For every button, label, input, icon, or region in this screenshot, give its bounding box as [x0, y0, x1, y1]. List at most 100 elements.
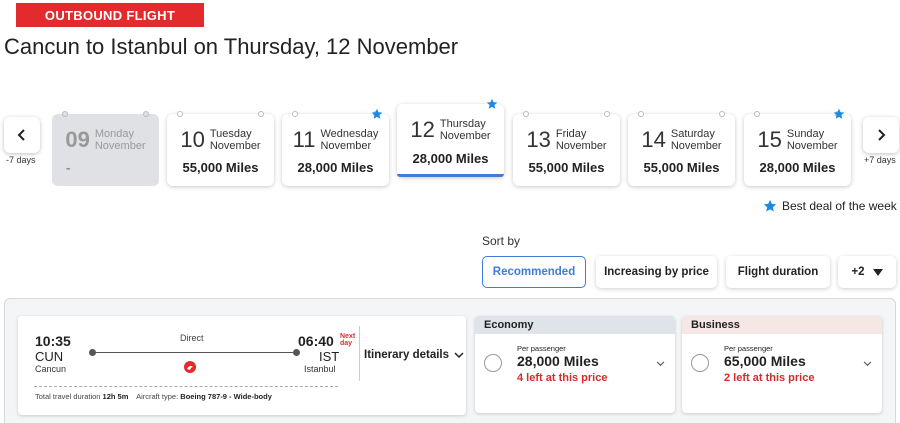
fare-card-economy[interactable]: Economy Per passenger 28,000 Miles 4 lef… [475, 316, 675, 413]
day-number: 15 [757, 127, 782, 152]
aircraft-label: Aircraft type: [136, 392, 179, 401]
day-card-13[interactable]: 13 Friday November 55,000 Miles [513, 111, 620, 186]
fare-miles: 28,000 Miles [517, 353, 599, 369]
calendar-peg [523, 111, 529, 117]
day-number: 10 [180, 127, 205, 152]
day-number: 09 [65, 127, 90, 152]
divider [359, 326, 360, 381]
best-deal-star-icon [833, 108, 845, 119]
star-icon [763, 199, 777, 212]
day-miles: 28,000 Miles [297, 160, 374, 175]
day-card-14[interactable]: 14 Saturday November 55,000 Miles [628, 111, 735, 186]
next-day-label: Next day [340, 333, 356, 347]
calendar-peg [754, 111, 760, 117]
day-weekday: Thursday [439, 118, 486, 130]
best-deal-legend-label: Best deal of the week [782, 199, 897, 213]
flight-card[interactable]: 10:35 CUN Cancun Direct 06:40 Next day IS… [18, 316, 466, 415]
day-month: November [786, 140, 838, 152]
sort-more-label: +2 [851, 266, 865, 278]
day-month: November [439, 130, 491, 142]
fare-miles: 65,000 Miles [724, 353, 806, 369]
departure-code: CUN [35, 349, 64, 364]
day-miles: 55,000 Miles [528, 160, 605, 175]
day-card-12[interactable]: 12 Thursday November 28,000 Miles [397, 98, 504, 177]
aircraft-value: Boeing 787-9 - Wide-body [180, 392, 272, 401]
day-month: November [670, 140, 722, 152]
outbound-flight-badge: OUTBOUND FLIGHT [16, 3, 204, 27]
route-line [92, 352, 296, 353]
day-weekday: Friday [555, 128, 587, 140]
sort-more-dropdown[interactable]: +2 [838, 256, 896, 288]
next-week-button[interactable] [863, 117, 899, 153]
chevron-left-icon [17, 129, 25, 141]
day-weekday: Saturday [670, 128, 715, 140]
day-number: 12 [410, 117, 435, 142]
availability-note: 4 left at this price [517, 372, 608, 384]
itinerary-details-label: Itinerary details [364, 349, 450, 361]
arrival-time: 06:40 [298, 333, 334, 349]
day-number: 14 [641, 127, 666, 152]
duration-value: 12h 5m [102, 392, 129, 401]
sort-price-button[interactable]: Increasing by price [596, 256, 717, 288]
day-month: November [320, 140, 372, 152]
day-month: November [209, 140, 261, 152]
arrival-city: Istanbul [304, 364, 336, 374]
day-miles: 55,000 Miles [643, 160, 720, 175]
day-month: November [555, 140, 607, 152]
per-passenger-label: Per passenger [724, 344, 773, 353]
stops-label: Direct [180, 333, 204, 343]
best-deal-star-icon [371, 108, 383, 119]
day-miles: 55,000 Miles [182, 160, 259, 175]
fare-cabin-label: Business [682, 316, 882, 334]
duration-label: Total travel duration [35, 392, 101, 401]
airline-logo-icon [184, 361, 196, 373]
day-miles: - [66, 160, 71, 175]
calendar-peg [638, 111, 644, 117]
best-deal-star-icon [486, 98, 498, 109]
day-number: 11 [292, 127, 316, 152]
day-weekday: Tuesday [209, 128, 252, 140]
chevron-down-icon [454, 351, 464, 358]
prev-week-button[interactable] [4, 117, 40, 153]
flight-meta: Total travel duration 12h 5m Aircraft ty… [35, 392, 278, 401]
route-end-dot [293, 349, 300, 356]
prev-week-label: -7 days [6, 155, 36, 165]
fare-card-business[interactable]: Business Per passenger 65,000 Miles 2 le… [682, 316, 882, 413]
departure-time: 10:35 [35, 333, 71, 349]
selected-indicator [397, 174, 504, 177]
calendar-peg [719, 111, 725, 117]
calendar-peg [177, 111, 183, 117]
caret-down-icon [872, 268, 883, 276]
sort-duration-button[interactable]: Flight duration [726, 256, 830, 288]
calendar-peg [258, 111, 264, 117]
arrival-code: IST [319, 349, 340, 364]
fare-radio-business[interactable] [691, 354, 709, 372]
day-miles: 28,000 Miles [759, 160, 836, 175]
sort-recommended-button[interactable]: Recommended [482, 256, 586, 288]
page-title: Cancun to Istanbul on Thursday, 12 Novem… [4, 34, 459, 59]
best-deal-legend: Best deal of the week [763, 199, 897, 213]
fare-cabin-label: Economy [475, 316, 675, 334]
chevron-down-icon[interactable] [863, 361, 872, 367]
departure-city: Cancun [35, 364, 67, 374]
day-card-15[interactable]: 15 Sunday November 28,000 Miles [744, 108, 851, 186]
day-weekday: Sunday [786, 128, 825, 140]
chevron-down-icon[interactable] [656, 361, 665, 367]
dashed-divider [34, 386, 338, 387]
day-card-10[interactable]: 10 Tuesday November 55,000 Miles [167, 111, 274, 186]
day-weekday: Wednesday [320, 128, 379, 140]
day-card-09: 09 Monday November - [52, 111, 159, 186]
availability-note: 2 left at this price [724, 372, 815, 384]
itinerary-details-button[interactable]: Itinerary details [364, 349, 464, 361]
fare-radio-economy[interactable] [484, 354, 502, 372]
day-miles: 28,000 Miles [412, 151, 489, 166]
day-card-11[interactable]: 11 Wednesday November 28,000 Miles [282, 108, 389, 186]
per-passenger-label: Per passenger [517, 344, 566, 353]
calendar-peg [62, 111, 68, 117]
day-weekday: Monday [94, 128, 134, 140]
chevron-right-icon [878, 129, 886, 141]
sort-by-label: Sort by [482, 234, 521, 248]
day-number: 13 [526, 127, 551, 152]
calendar-peg [292, 111, 298, 117]
calendar-peg [604, 111, 610, 117]
